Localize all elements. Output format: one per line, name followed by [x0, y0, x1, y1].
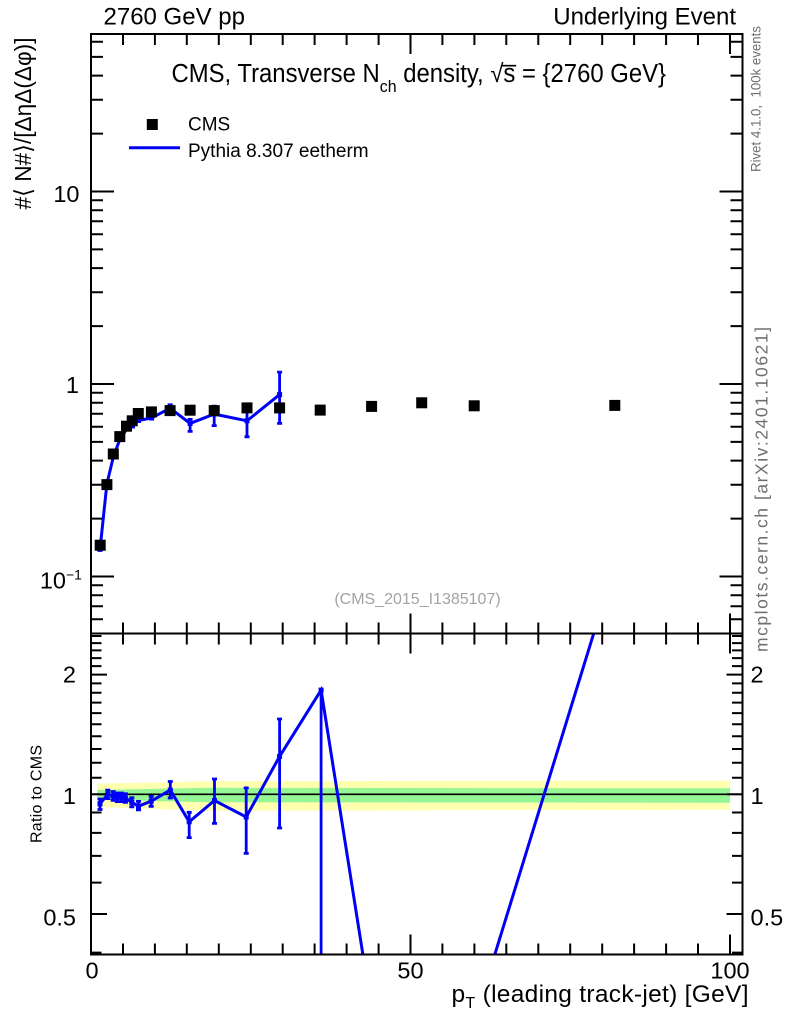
svg-text:0.5: 0.5: [43, 905, 76, 931]
svg-text:10: 10: [53, 181, 79, 207]
svg-text:Pythia 8.307 eetherm: Pythia 8.307 eetherm: [188, 141, 369, 162]
svg-text:#⟨ N#⟩/[ΔηΔ(Δφ)]: #⟨ N#⟩/[ΔηΔ(Δφ)]: [10, 38, 36, 210]
svg-text:−1: −1: [66, 567, 82, 583]
svg-text:(CMS_2015_I1385107): (CMS_2015_I1385107): [334, 591, 500, 608]
svg-text:1: 1: [751, 783, 764, 809]
svg-text:0: 0: [85, 958, 98, 984]
svg-text:2760 GeV pp: 2760 GeV pp: [104, 4, 245, 31]
svg-text:mcplots.cern.ch [arXiv:2401.10: mcplots.cern.ch [arXiv:2401.10621]: [752, 327, 772, 652]
svg-text:50: 50: [397, 958, 423, 984]
svg-text:10: 10: [40, 568, 66, 594]
svg-text:Rivet 4.1.0, 100k events: Rivet 4.1.0, 100k events: [749, 26, 764, 172]
svg-text:2: 2: [751, 662, 764, 688]
svg-text:pT (leading track-jet) [GeV]: pT (leading track-jet) [GeV]: [452, 981, 749, 1012]
svg-text:100: 100: [710, 958, 749, 984]
svg-text:1: 1: [63, 783, 76, 809]
svg-text:CMS: CMS: [188, 115, 230, 136]
svg-text:Underlying Event: Underlying Event: [553, 4, 736, 31]
svg-text:Ratio to CMS: Ratio to CMS: [29, 745, 46, 843]
svg-text:1: 1: [66, 372, 79, 398]
svg-text:0.5: 0.5: [751, 905, 784, 931]
svg-text:2: 2: [63, 662, 76, 688]
